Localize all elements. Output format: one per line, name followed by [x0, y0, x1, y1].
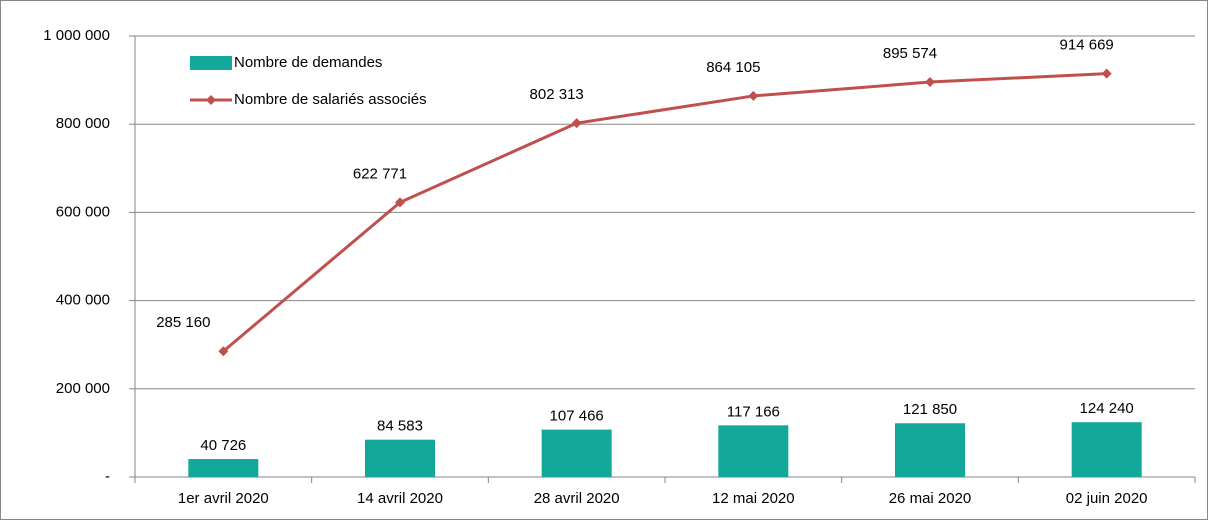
bar: [365, 439, 435, 477]
marker: [571, 118, 582, 129]
y-tick-label: 1 000 000: [43, 27, 110, 44]
bar: [1071, 422, 1142, 477]
bar-value-label: 117 166: [727, 403, 780, 420]
legend-marker: [206, 95, 216, 105]
bar-value-label: 107 466: [550, 408, 604, 425]
bar-value-label: 121 850: [903, 401, 957, 418]
legend-label: Nombre de salariés associés: [234, 91, 427, 108]
line-value-label: 622 771: [353, 165, 407, 182]
marker: [1101, 68, 1112, 79]
y-tick-label: 200 000: [56, 380, 110, 397]
x-tick-label: 02 juin 2020: [1066, 490, 1148, 507]
x-tick-label: 28 avril 2020: [534, 490, 620, 507]
line: [222, 72, 1107, 353]
line-value-label: 864 105: [706, 59, 760, 76]
x-tick-label: 12 mai 2020: [712, 490, 795, 507]
bar: [718, 425, 789, 477]
bar: [541, 429, 612, 477]
y-tick-label: -: [105, 468, 110, 485]
bar-value-label: 124 240: [1080, 400, 1134, 417]
marker: [925, 77, 935, 88]
marker: [748, 90, 759, 101]
bar-value-label: 40 726: [200, 437, 246, 454]
y-tick-label: 800 000: [56, 115, 110, 132]
marker: [395, 197, 405, 208]
y-tick-label: 400 000: [56, 292, 110, 309]
bar-value-label: 84 583: [377, 418, 423, 435]
marker: [218, 346, 229, 357]
bar: [895, 423, 965, 477]
legend-label: Nombre de demandes: [234, 54, 382, 71]
line-value-label: 285 160: [156, 314, 210, 331]
line-value-label: 914 669: [1060, 37, 1114, 54]
legend-swatch: [190, 56, 232, 70]
x-tick-label: 1er avril 2020: [178, 490, 269, 507]
x-tick-label: 26 mai 2020: [889, 490, 972, 507]
line-value-label: 802 313: [530, 86, 584, 103]
bar: [188, 459, 259, 477]
x-tick-label: 14 avril 2020: [357, 490, 443, 507]
line-value-label: 895 574: [883, 45, 937, 62]
y-tick-label: 600 000: [56, 203, 110, 220]
